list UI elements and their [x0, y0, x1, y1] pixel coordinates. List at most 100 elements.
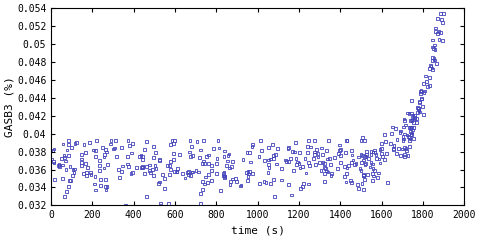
Point	[194, 170, 202, 174]
Point	[393, 151, 400, 155]
Point	[440, 12, 447, 16]
Point	[377, 141, 385, 145]
Point	[83, 173, 90, 177]
Point	[398, 147, 406, 151]
Point	[432, 61, 440, 65]
Point	[405, 112, 413, 115]
Point	[90, 148, 97, 152]
Point	[127, 151, 135, 155]
Point	[371, 168, 378, 172]
Point	[156, 158, 163, 162]
Point	[291, 150, 299, 154]
Point	[336, 160, 344, 164]
Point	[96, 183, 104, 187]
Point	[193, 139, 201, 143]
Point	[50, 147, 58, 151]
Point	[408, 131, 415, 135]
Point	[113, 154, 120, 158]
Point	[102, 188, 110, 192]
Point	[408, 119, 416, 122]
Point	[433, 32, 441, 36]
Point	[138, 165, 145, 169]
Point	[129, 171, 136, 174]
Point	[184, 172, 192, 176]
Point	[400, 155, 408, 159]
Point	[204, 181, 211, 185]
Point	[112, 139, 120, 143]
Y-axis label: GASB3 (%): GASB3 (%)	[4, 76, 14, 137]
Point	[369, 167, 377, 171]
Point	[192, 169, 200, 173]
Point	[107, 142, 115, 146]
Point	[400, 125, 408, 129]
Point	[214, 139, 222, 143]
Point	[150, 174, 157, 178]
Point	[381, 158, 388, 162]
Point	[127, 172, 135, 176]
Point	[399, 138, 407, 142]
Point	[396, 153, 404, 157]
Point	[429, 68, 437, 72]
Point	[189, 154, 196, 158]
Point	[220, 175, 228, 179]
Point	[430, 47, 437, 51]
Point	[92, 154, 99, 158]
Point	[179, 172, 187, 176]
Point	[427, 64, 435, 68]
Point	[299, 165, 306, 168]
Point	[401, 119, 408, 122]
Point	[161, 177, 168, 180]
Point	[429, 55, 437, 59]
Point	[188, 170, 196, 174]
Point	[304, 139, 312, 143]
Point	[300, 182, 307, 186]
Point	[409, 113, 417, 117]
Point	[401, 132, 408, 136]
Point	[322, 166, 329, 170]
Point	[373, 157, 381, 161]
Point	[342, 172, 350, 175]
Point	[50, 161, 58, 165]
Point	[267, 182, 275, 186]
Point	[261, 159, 268, 163]
Point	[71, 167, 79, 171]
Point	[65, 153, 72, 157]
Point	[284, 159, 292, 163]
Point	[220, 170, 228, 174]
Point	[200, 162, 208, 165]
Point	[100, 155, 108, 159]
Point	[270, 194, 278, 198]
Point	[314, 155, 322, 159]
Point	[245, 169, 253, 173]
Point	[140, 171, 148, 175]
Point	[369, 178, 377, 182]
Point	[248, 144, 256, 148]
Point	[296, 151, 303, 155]
Point	[151, 164, 159, 168]
Point	[311, 152, 318, 156]
Point	[268, 143, 276, 147]
Point	[323, 149, 330, 152]
Point	[407, 133, 415, 137]
Point	[418, 97, 425, 101]
Point	[184, 171, 192, 174]
Point	[390, 144, 398, 148]
Point	[386, 141, 394, 145]
Point	[243, 178, 251, 182]
Point	[425, 84, 433, 88]
Point	[222, 164, 230, 168]
Point	[199, 188, 206, 192]
Point	[197, 192, 204, 196]
Point	[70, 171, 78, 174]
Point	[260, 180, 268, 183]
Point	[411, 115, 419, 119]
Point	[107, 139, 115, 143]
Point	[187, 174, 194, 178]
Point	[149, 168, 156, 171]
Point	[390, 147, 397, 151]
Point	[83, 171, 90, 174]
Point	[185, 150, 193, 154]
Point	[427, 64, 434, 67]
Point	[262, 181, 270, 185]
Point	[420, 91, 428, 95]
